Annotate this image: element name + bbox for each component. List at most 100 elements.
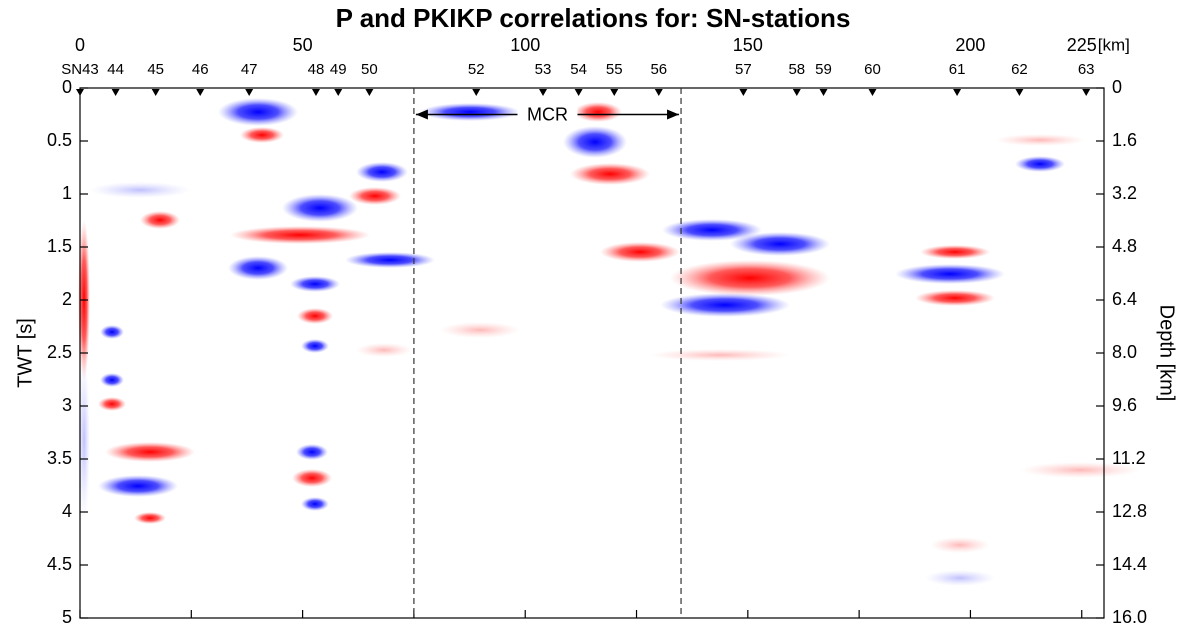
reflection [660,293,790,317]
station-marker [76,89,84,96]
y2-tick-label: 6.4 [1112,289,1137,309]
station-label: 60 [864,61,881,78]
station-marker [245,89,254,96]
x-tick-label: 0 [75,35,85,55]
station-marker [539,89,548,96]
annotation: MCR [527,104,568,124]
y-tick-label: 2.5 [47,342,72,362]
reflection [730,232,830,256]
y-axis-label: TWT [s] [14,318,36,388]
reflection [1020,462,1140,478]
y2-axis-label: Depth [km] [1156,305,1178,402]
station-marker [792,89,801,96]
arrow-head [667,109,680,120]
reflection [105,442,195,462]
station-label: 53 [535,61,552,78]
reflection [356,343,412,357]
y2-tick-label: 8.0 [1112,342,1137,362]
reflection [995,134,1085,146]
reflection [240,127,284,143]
reflection [100,325,124,339]
reflection [440,322,520,338]
station-label: 57 [735,61,752,78]
reflection [100,373,124,387]
y-tick-label: 3.5 [47,448,72,468]
y-tick-label: 5 [62,607,72,627]
reflection [895,264,1005,284]
reflection [218,98,298,126]
reflection [650,349,790,361]
reflection [420,103,520,121]
x-tick-label: 225 [1067,35,1097,55]
y2-tick-label: 14.4 [1112,554,1147,574]
reflection [290,276,340,292]
x-tick-label: 100 [510,35,540,55]
reflection [98,397,126,411]
station-marker [868,89,877,96]
y2-tick-label: 16.0 [1112,607,1147,627]
station-marker [151,89,160,96]
reflection [297,308,333,324]
y2-tick-label: 12.8 [1112,501,1147,521]
x-tick-label: 50 [293,35,313,55]
reflection [1015,156,1065,172]
y-tick-label: 3 [62,395,72,415]
station-marker [472,89,481,96]
reflection [90,182,190,198]
station-label: 63 [1078,61,1095,78]
station-label: 45 [147,61,164,78]
reflection [915,290,995,306]
station-marker [196,89,205,96]
station-label: 62 [1011,61,1028,78]
reflection [920,245,990,259]
station-label: 47 [241,61,258,78]
station-label: 58 [788,61,805,78]
reflection [292,469,332,487]
station-label: 50 [361,61,378,78]
y-tick-label: 0.5 [47,130,72,150]
station-marker [1082,89,1091,96]
y2-tick-label: 1.6 [1112,130,1137,150]
station-label: SN43 [61,61,99,78]
station-marker [1015,89,1024,96]
station-label: 59 [815,61,832,78]
station-label: 61 [949,61,966,78]
station-label: 44 [107,61,124,78]
station-label: 52 [468,61,485,78]
station-label: 55 [606,61,623,78]
y-tick-label: 0 [62,77,72,97]
y2-tick-label: 4.8 [1112,236,1137,256]
y-tick-label: 4.5 [47,554,72,574]
reflection [662,219,762,241]
reflections [78,98,1140,586]
y2-tick-label: 3.2 [1112,183,1137,203]
reflection [78,360,90,520]
station-marker [610,89,619,96]
station-marker [574,89,583,96]
reflection [98,475,178,497]
station-label: 49 [330,61,347,78]
reflection [574,102,622,122]
reflection [670,260,830,296]
reflection [296,444,328,460]
x-tick-label: 200 [955,35,985,55]
station-label: 46 [192,61,209,78]
y-tick-label: 2 [62,289,72,309]
x-tick-label: 150 [733,35,763,55]
station-marker [311,89,320,96]
station-label: 48 [308,61,325,78]
reflection [301,339,329,353]
reflection [570,163,650,185]
arrow-head [415,109,428,120]
station-marker [365,89,374,96]
reflection [345,252,435,268]
y2-tick-label: 9.6 [1112,395,1137,415]
label-bg [517,104,578,125]
y2-tick-label: 0 [1112,77,1122,97]
station-marker [334,89,343,96]
x-axis-label: [km] [1098,35,1130,54]
station-marker [953,89,962,96]
y2-tick-label: 11.2 [1112,448,1146,468]
reflection [230,226,370,244]
